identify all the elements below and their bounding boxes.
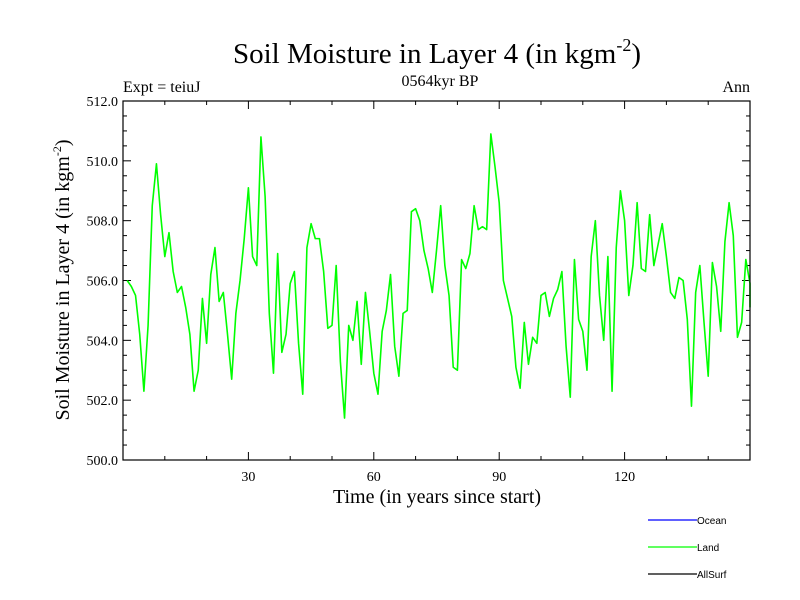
- x-tick-label: 90: [492, 470, 506, 485]
- series-group: [126, 133, 751, 419]
- legend: Ocean Land AllSurf: [648, 516, 727, 581]
- legend-label-allsurf: AllSurf: [697, 570, 727, 581]
- y-tick-label: 504.0: [87, 334, 119, 349]
- chart-title: Soil Moisture in Layer 4 (in kgm-2): [233, 35, 641, 70]
- season-label: Ann: [722, 79, 750, 96]
- y-axis-label: Soil Moisture in Layer 4 (in kgm-2): [50, 139, 74, 420]
- y-tick-label: 506.0: [87, 275, 119, 290]
- y-axis-label-superscript: -2: [50, 146, 64, 156]
- y-tick-label: 510.0: [87, 155, 119, 170]
- legend-label-land: Land: [697, 543, 719, 554]
- y-tick-label: 502.0: [87, 394, 119, 409]
- x-axis-label: Time (in years since start): [333, 486, 541, 508]
- x-tick-label: 120: [614, 470, 635, 485]
- period-label: 0564kyr BP: [402, 73, 479, 90]
- plot-frame: [122, 100, 751, 461]
- y-tick-label: 512.0: [87, 95, 119, 110]
- y-tick-label: 500.0: [87, 454, 119, 469]
- experiment-label: Expt = teiuJ: [123, 79, 200, 96]
- axis-tick-labels: 500.0 502.0 504.0 506.0 508.0 510.0 512.0 30 60 9…: [87, 95, 636, 485]
- y-tick-label: 508.0: [87, 215, 119, 230]
- chart-title-superscript: -2: [616, 35, 631, 55]
- x-tick-label: 60: [367, 470, 381, 485]
- legend-label-ocean: Ocean: [697, 516, 726, 527]
- x-tick-label: 30: [241, 470, 255, 485]
- series-line-land: [126, 133, 751, 419]
